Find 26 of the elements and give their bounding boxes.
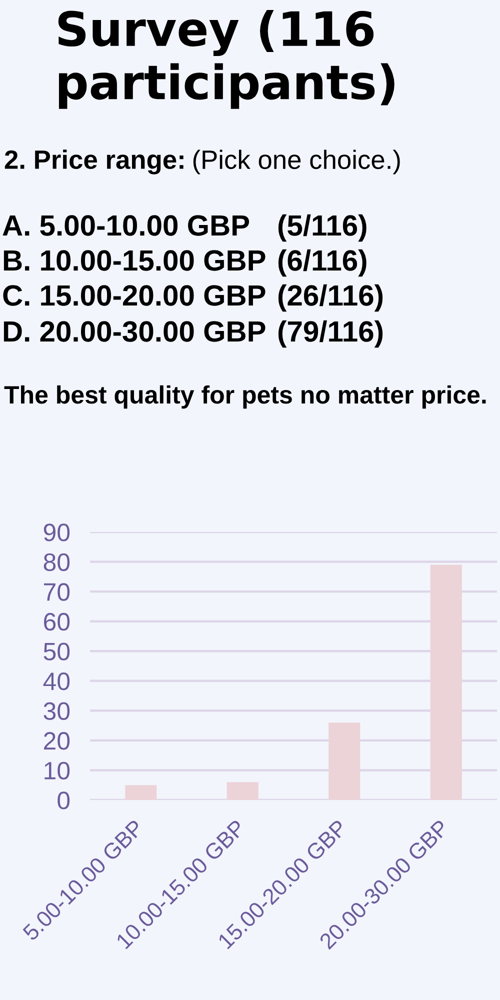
y-tick-label: 0 bbox=[58, 792, 70, 810]
bar bbox=[125, 785, 157, 800]
text: 2. Price range: bbox=[4, 150, 184, 174]
text: (Pick one choice.) bbox=[193, 150, 400, 174]
text: (79/116) bbox=[278, 320, 383, 348]
y-tick-label: 30 bbox=[44, 702, 70, 720]
bar bbox=[328, 722, 360, 800]
y-tick-label: 40 bbox=[43, 672, 70, 690]
text: (5/116) bbox=[278, 214, 366, 242]
y-tick-label: 70 bbox=[44, 583, 70, 601]
text: C. 15.00-20.00 GBP bbox=[3, 285, 266, 306]
y-tick-label: 90 bbox=[44, 524, 70, 542]
y-tick-label: 50 bbox=[44, 642, 70, 660]
text: The best quality for pets no matter price. bbox=[4, 385, 486, 409]
text: B. 10.00-15.00 GBP bbox=[4, 250, 266, 271]
y-tick-label: 20 bbox=[44, 732, 70, 750]
y-tick-label: 60 bbox=[44, 612, 70, 631]
bar bbox=[226, 782, 258, 800]
chart-title: Survey (116 participants) bbox=[58, 10, 394, 109]
y-tick-label: 80 bbox=[44, 553, 70, 572]
text: (26/116) bbox=[278, 284, 383, 312]
bar bbox=[430, 564, 462, 800]
text: A. 5.00-10.00 GBP bbox=[2, 215, 250, 236]
text: (6/116) bbox=[278, 249, 366, 277]
text: D. 20.00-30.00 GBP bbox=[4, 321, 266, 342]
y-tick-label: 10 bbox=[44, 762, 70, 780]
